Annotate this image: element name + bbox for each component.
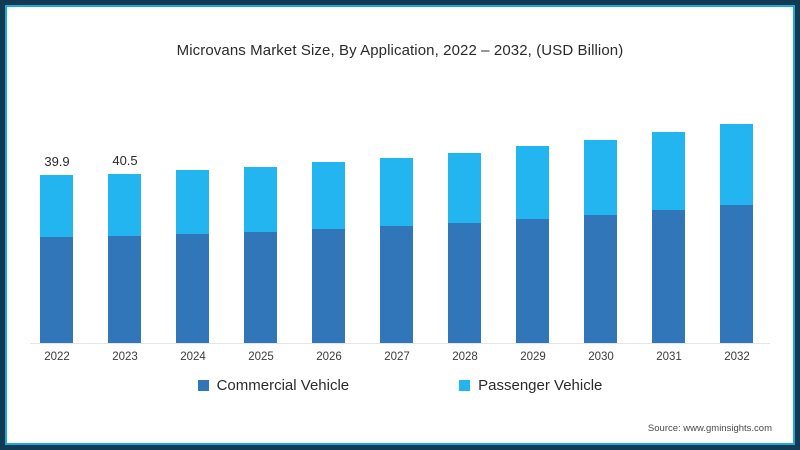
bar-column[interactable] (312, 162, 345, 343)
legend-item-commercial-vehicle[interactable]: Commercial Vehicle (197, 377, 350, 394)
x-axis-tick-label: 2025 (248, 351, 274, 363)
bar-column[interactable] (380, 158, 413, 343)
x-axis-tick-label: 2024 (180, 351, 206, 363)
bar-segment-commercial-vehicle[interactable] (312, 229, 345, 343)
x-axis-tick-label: 2023 (112, 351, 138, 363)
source-attribution: Source: www.gminsights.com (647, 423, 772, 434)
bar-segment-commercial-vehicle[interactable] (652, 210, 685, 343)
legend-label: Passenger Vehicle (478, 377, 603, 394)
bar-segment-commercial-vehicle[interactable] (516, 219, 549, 343)
bar-column[interactable] (720, 124, 753, 343)
bar-segment-passenger-vehicle[interactable] (244, 167, 277, 232)
chart-title: Microvans Market Size, By Application, 2… (176, 42, 624, 59)
x-axis-tick-label: 2027 (384, 351, 410, 363)
x-axis-tick-label: 2032 (724, 351, 750, 363)
x-axis-tick-label: 2030 (588, 351, 614, 363)
bar-segment-passenger-vehicle[interactable] (448, 153, 481, 223)
bar-segment-passenger-vehicle[interactable] (176, 170, 209, 234)
bar-segment-commercial-vehicle[interactable] (176, 234, 209, 343)
bar-segment-passenger-vehicle[interactable] (516, 146, 549, 219)
bar-segment-passenger-vehicle[interactable] (720, 124, 753, 205)
bar-segment-commercial-vehicle[interactable] (108, 236, 141, 343)
bar-column[interactable] (516, 146, 549, 343)
bar-column[interactable] (584, 140, 617, 343)
bar-segment-passenger-vehicle[interactable] (584, 140, 617, 215)
bar-segment-commercial-vehicle[interactable] (448, 223, 481, 343)
bar-value-label: 40.5 (112, 153, 138, 168)
legend-item-passenger-vehicle[interactable]: Passenger Vehicle (459, 377, 602, 394)
bar-segment-commercial-vehicle[interactable] (584, 215, 617, 343)
bar-segment-passenger-vehicle[interactable] (380, 158, 413, 226)
x-axis-tick-label: 2026 (316, 351, 342, 363)
bar-column[interactable] (108, 174, 141, 343)
x-axis-baseline (30, 343, 770, 344)
chart-legend: Commercial Vehicle Passenger Vehicle (0, 377, 800, 394)
bar-segment-commercial-vehicle[interactable] (720, 205, 753, 343)
bar-segment-commercial-vehicle[interactable] (40, 237, 73, 343)
bar-segment-commercial-vehicle[interactable] (380, 226, 413, 343)
bar-segment-passenger-vehicle[interactable] (312, 162, 345, 229)
x-axis-tick-label: 2031 (656, 351, 682, 363)
bar-segment-passenger-vehicle[interactable] (40, 175, 73, 237)
bar-column[interactable] (244, 167, 277, 343)
bar-value-label: 39.9 (44, 154, 70, 169)
bar-column[interactable] (448, 153, 481, 343)
bar-segment-commercial-vehicle[interactable] (244, 232, 277, 343)
legend-label: Commercial Vehicle (216, 377, 350, 394)
x-axis-tick-label: 2022 (44, 351, 70, 363)
bar-column[interactable] (176, 170, 209, 343)
bar-segment-passenger-vehicle[interactable] (108, 174, 141, 236)
bar-segment-passenger-vehicle[interactable] (652, 132, 685, 210)
legend-swatch-icon (197, 380, 209, 391)
x-axis-tick-label: 2028 (452, 351, 478, 363)
bar-column[interactable] (40, 175, 73, 343)
x-axis-tick-label: 2029 (520, 351, 546, 363)
legend-swatch-icon (459, 380, 471, 391)
bar-column[interactable] (652, 132, 685, 343)
